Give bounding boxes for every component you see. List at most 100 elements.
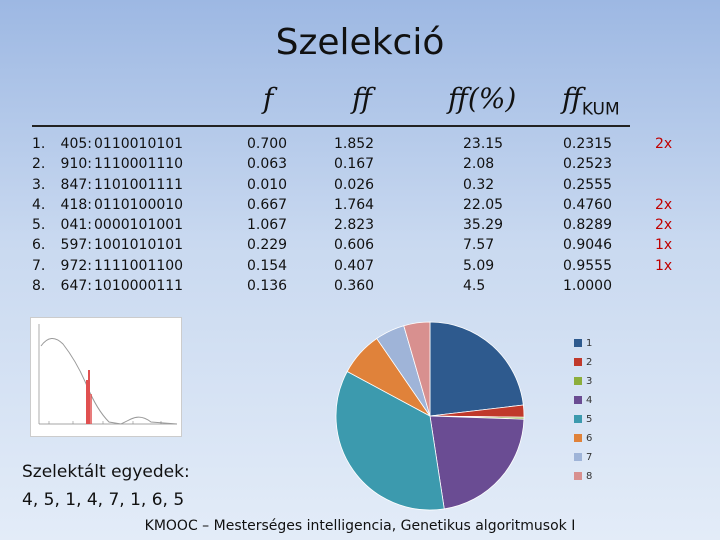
row-index: 5. [32, 217, 46, 234]
row-multiplicity [655, 276, 672, 296]
row-f: 1.067 [247, 217, 288, 234]
row-f: 0.667 [247, 196, 288, 213]
col-ff-kum: 0.2315 0.2523 0.2555 0.4760 0.8289 0.9046 0.95… [563, 134, 612, 296]
pie-slice-8 [403, 321, 431, 417]
header-f: f [263, 82, 274, 115]
legend-swatch [574, 415, 582, 423]
row-multiplicity: 1x [655, 257, 673, 274]
row-value: 405: [60, 136, 92, 152]
legend-label: 7 [586, 452, 593, 463]
slide-footer: KMOOC – Mesterséges intelligencia, Genet… [144, 518, 576, 534]
row-ff: 0.360 [334, 278, 375, 295]
fitness-pie-chart [335, 321, 525, 511]
col-value: 405: 910: 847: 418: 041: 597: 972: 647: [52, 134, 92, 296]
row-value: 910: [60, 156, 92, 173]
legend-label: 6 [586, 433, 593, 444]
legend-label: 3 [586, 376, 593, 387]
row-ff-percent: 23.15 [463, 136, 504, 152]
row-ff-percent: 35.29 [463, 217, 504, 234]
legend-item-6: 6 [574, 433, 592, 444]
header-ff-kum-sub: KUM [581, 99, 620, 120]
row-ff: 0.167 [334, 156, 375, 173]
col-f: 0.700 0.063 0.010 0.667 1.067 0.229 0.154 0.136 [247, 134, 287, 296]
row-index: 1. [32, 136, 46, 152]
row-f: 0.700 [247, 136, 288, 152]
row-ff-kum: 0.4760 [563, 196, 612, 213]
row-bits: 1001010101 [94, 237, 184, 254]
legend-item-8: 8 [574, 471, 592, 482]
col-bits: 0110010101 1110001110 1101001111 0110100010… [94, 134, 183, 296]
legend-label: 8 [586, 471, 593, 482]
legend-label: 5 [586, 414, 593, 425]
legend-swatch [574, 472, 582, 480]
pie-slice-5 [335, 370, 445, 511]
row-ff: 1.764 [334, 196, 375, 213]
row-index: 4. [32, 196, 46, 213]
row-ff-percent: 0.32 [463, 176, 495, 193]
row-ff-kum: 0.9555 [563, 257, 612, 274]
row-ff-kum: 1.0000 [563, 278, 612, 295]
row-value: 847: [60, 176, 92, 193]
slide-title: Szelekció [275, 22, 445, 63]
header-rule [32, 125, 630, 127]
row-ff-percent: 2.08 [463, 156, 495, 173]
col-ff: 1.852 0.167 0.026 1.764 2.823 0.606 0.407 0.360 [334, 134, 374, 296]
header-ff-kum: ffKUM [562, 82, 620, 120]
legend-item-4: 4 [574, 395, 592, 406]
header-ff: ff [352, 82, 372, 115]
row-f: 0.010 [247, 176, 288, 193]
row-ff: 0.026 [334, 176, 375, 193]
row-bits: 1101001111 [94, 176, 184, 193]
row-multiplicity: 2x [655, 136, 673, 152]
row-f: 0.229 [247, 237, 288, 254]
row-value: 647: [60, 278, 92, 295]
legend-swatch [574, 396, 582, 404]
header-ff-kum-main: ff [562, 82, 582, 115]
legend-label: 4 [586, 395, 593, 406]
row-value: 597: [60, 237, 92, 254]
row-ff-kum: 0.2315 [563, 136, 612, 152]
row-f: 0.063 [247, 156, 288, 173]
row-value: 972: [60, 257, 92, 274]
legend-label: 1 [586, 338, 593, 349]
row-bits: 1010000111 [94, 278, 184, 295]
row-index: 8. [32, 278, 46, 295]
row-ff-percent: 5.09 [463, 257, 495, 274]
row-multiplicity: 2x [655, 196, 673, 213]
legend-item-5: 5 [574, 414, 592, 425]
row-f: 0.136 [247, 278, 288, 295]
row-ff-kum: 0.9046 [563, 237, 612, 254]
row-bits: 0110100010 [94, 196, 184, 213]
row-index: 7. [32, 257, 46, 274]
legend-swatch [574, 453, 582, 461]
row-multiplicity: 2x [655, 217, 673, 234]
fitness-plot-svg [38, 324, 178, 425]
selected-label: Szelektált egyedek: [22, 462, 190, 482]
col-multiplicity: 2x 2x 2x 1x 1x [655, 134, 672, 296]
selected-sequence: 4, 5, 1, 4, 7, 1, 6, 5 [22, 490, 185, 510]
row-ff-kum: 0.2523 [563, 156, 612, 173]
col-ff-percent: 23.15 2.08 0.32 22.05 35.29 7.57 5.09 4.5 [463, 134, 503, 296]
row-value: 418: [60, 196, 92, 213]
header-ff-percent: ff(%) [448, 82, 517, 115]
row-ff-percent: 22.05 [463, 196, 504, 213]
row-ff: 1.852 [334, 136, 375, 152]
row-bits: 1111001100 [94, 257, 184, 274]
row-ff-percent: 7.57 [463, 237, 495, 254]
row-ff: 0.407 [334, 257, 375, 274]
legend-item-2: 2 [574, 357, 592, 368]
row-index: 6. [32, 237, 46, 254]
legend-item-7: 7 [574, 452, 592, 463]
pie-slice-4 [429, 415, 525, 510]
legend-item-1: 1 [574, 338, 592, 349]
legend-swatch [574, 434, 582, 442]
legend-item-3: 3 [574, 376, 592, 387]
row-ff-kum: 0.2555 [563, 176, 612, 193]
row-multiplicity [655, 175, 672, 195]
row-multiplicity [655, 154, 672, 174]
row-index: 3. [32, 176, 46, 193]
row-ff: 2.823 [334, 217, 375, 234]
row-ff: 0.606 [334, 237, 375, 254]
legend-swatch [574, 377, 582, 385]
legend-swatch [574, 358, 582, 366]
